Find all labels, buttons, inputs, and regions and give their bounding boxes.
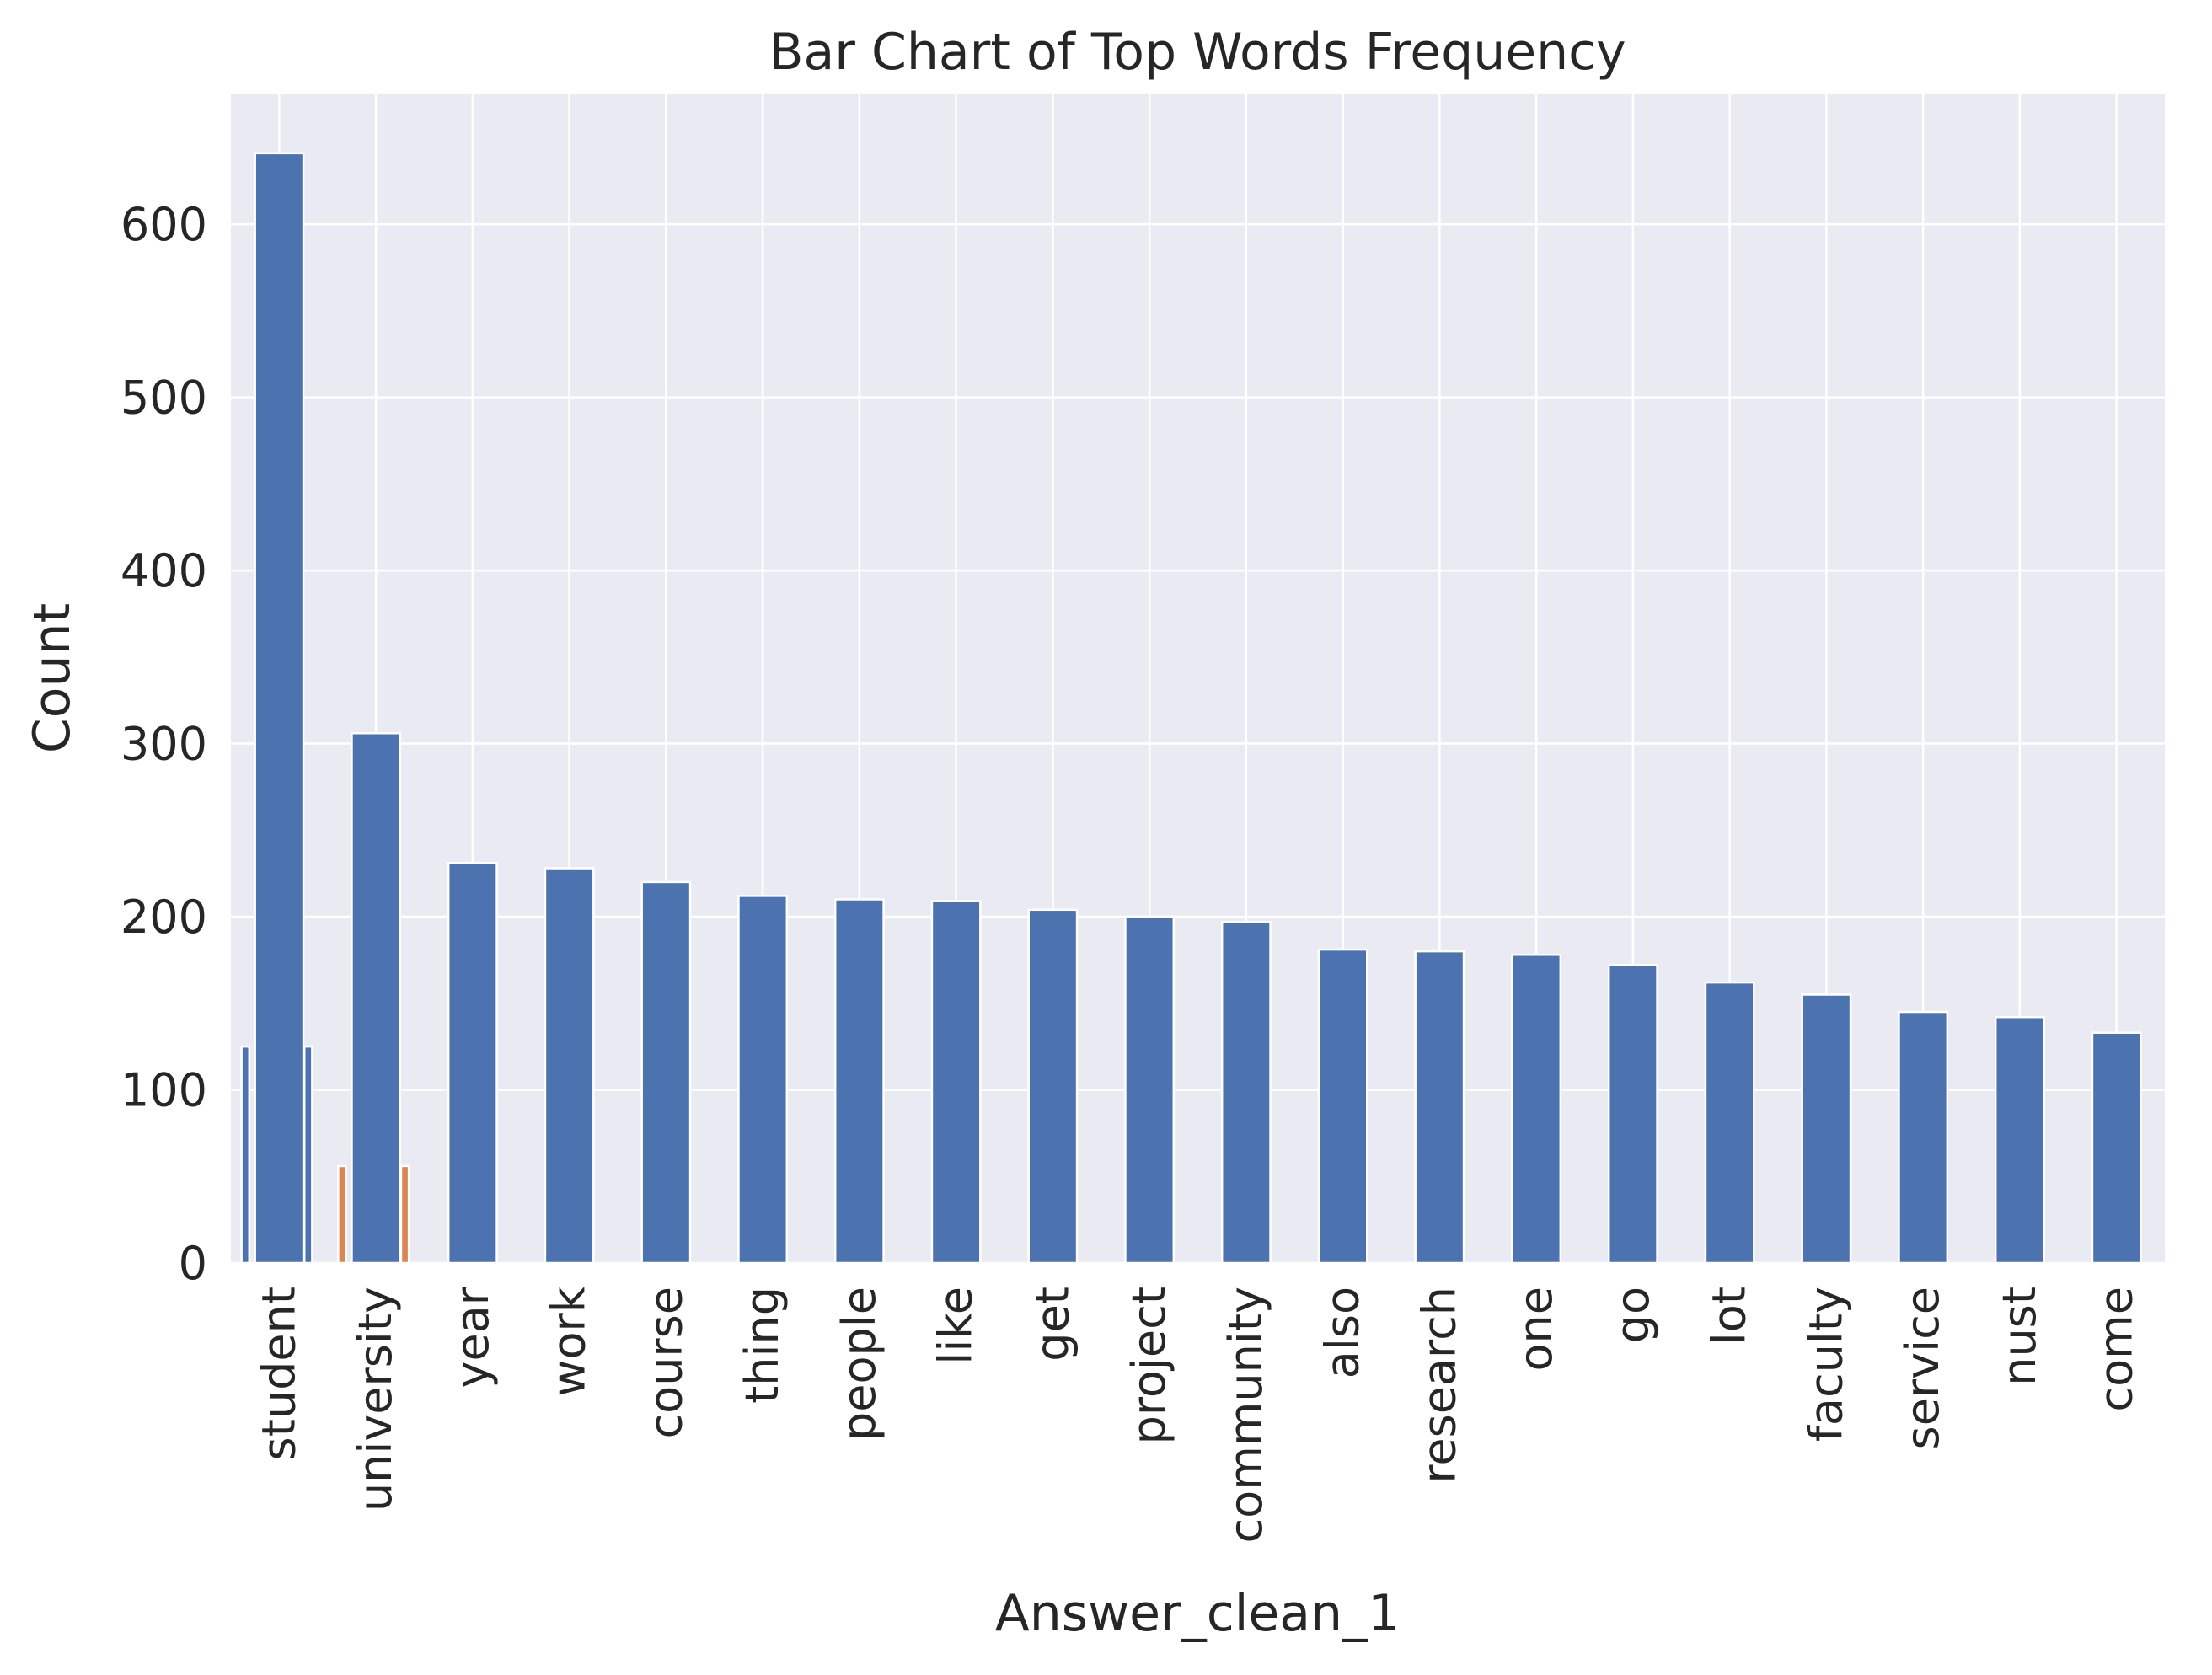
bar-nust (1994, 1015, 2045, 1265)
overlay-bar-1 (303, 1045, 313, 1265)
plot-background (231, 94, 2165, 1263)
bar-go (1607, 964, 1658, 1265)
x-tick-label-get: get (1026, 1287, 1079, 1362)
x-tick-label-lot: lot (1703, 1287, 1756, 1345)
bar-project (1124, 915, 1176, 1265)
overlay-bar-0 (240, 1045, 251, 1265)
x-tick-label-thing: thing (736, 1287, 789, 1404)
x-tick-labels: student university year work course thing peop… (252, 1286, 2142, 1543)
bar-one (1511, 953, 1562, 1265)
x-tick-label-community: community (1219, 1287, 1272, 1544)
bar-student (254, 152, 305, 1265)
y-tick-label: 0 (179, 1237, 207, 1290)
bar-get (1027, 908, 1079, 1265)
bar-university (351, 731, 402, 1265)
x-tick-label-student: student (252, 1287, 305, 1460)
bar-work (544, 867, 595, 1265)
bars (254, 152, 2142, 1265)
overlay-bars (240, 1045, 410, 1265)
x-axis-label: Answer_clean_1 (995, 1584, 1401, 1643)
bar-faculty (1801, 993, 1852, 1265)
x-tick-label-university: university (349, 1287, 402, 1512)
y-tick-label: 100 (121, 1064, 207, 1117)
bar-come (2091, 1031, 2142, 1265)
overlay-bar-3 (399, 1164, 410, 1265)
x-tick-label-faculty: faculty (1799, 1287, 1852, 1442)
x-tick-label-people: people (833, 1287, 886, 1441)
bar-like (930, 900, 982, 1265)
bar-service (1898, 1010, 1949, 1265)
y-tick-label: 400 (121, 544, 207, 597)
x-tick-label-one: one (1509, 1287, 1562, 1372)
x-tick-label-research: research (1412, 1287, 1465, 1484)
x-tick-label-course: course (639, 1287, 692, 1439)
bar-year (447, 862, 498, 1265)
bar-people (833, 898, 885, 1265)
x-tick-label-work: work (543, 1286, 596, 1396)
x-tick-label-like: like (929, 1287, 983, 1365)
bar-also (1317, 948, 1368, 1265)
y-tick-label: 300 (121, 718, 207, 771)
bar-thing (737, 895, 789, 1265)
x-tick-label-go: go (1606, 1287, 1659, 1343)
bar-community (1220, 920, 1272, 1265)
bar-lot (1704, 981, 1755, 1265)
x-tick-label-come: come (2090, 1287, 2143, 1412)
x-tick-label-service: service (1896, 1287, 1949, 1449)
y-tick-label: 500 (121, 372, 207, 425)
y-tick-labels: 0 100 200 300 400 500 600 (121, 198, 207, 1290)
y-tick-label: 200 (121, 891, 207, 944)
x-tick-label-year: year (446, 1286, 499, 1388)
x-tick-label-also: also (1316, 1287, 1369, 1378)
x-tick-label-project: project (1122, 1287, 1176, 1444)
y-tick-label: 600 (121, 198, 207, 251)
y-axis-label: Count (23, 603, 82, 753)
bar-research (1414, 950, 1465, 1265)
x-tick-label-nust: nust (1993, 1287, 2046, 1386)
chart-title: Bar Chart of Top Words Frequency (769, 23, 1626, 82)
overlay-bar-2 (337, 1164, 347, 1265)
bar-course (640, 880, 692, 1265)
